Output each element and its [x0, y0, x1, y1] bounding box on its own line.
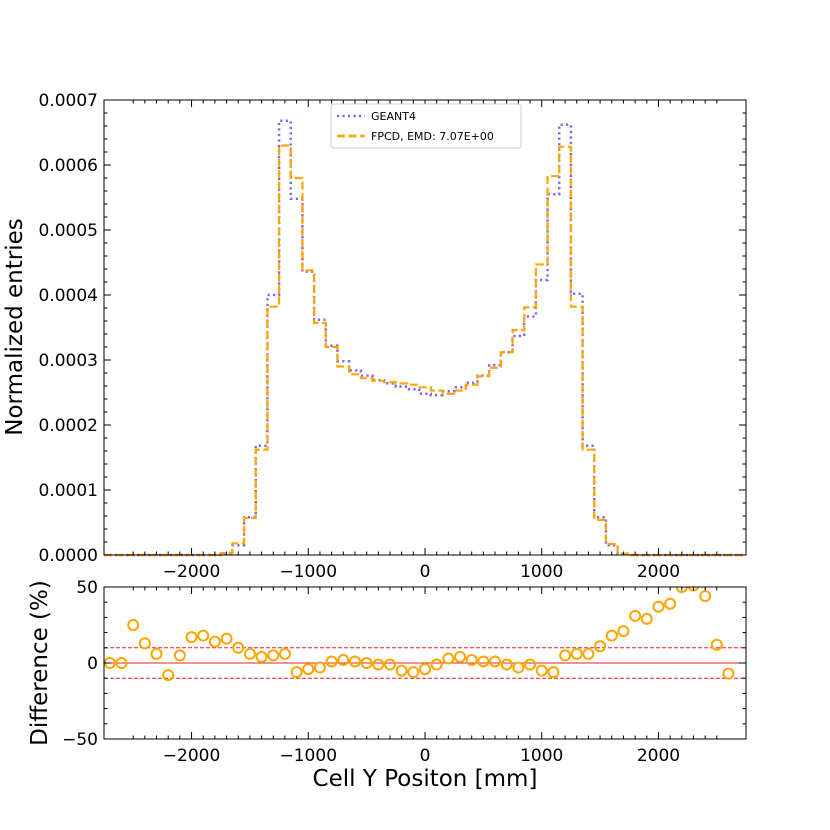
ratio-point — [407, 666, 420, 679]
ratio-point — [500, 658, 513, 671]
ratio-point — [559, 649, 572, 662]
x-axis-title: Cell Y Positon [mm] — [313, 766, 538, 792]
ratio-point — [570, 647, 583, 660]
ratio-point — [185, 631, 198, 644]
main-y-tick-label: 0.0007 — [39, 91, 98, 111]
ratio-point — [302, 663, 315, 676]
ratio-point — [477, 655, 490, 668]
ratio-point — [430, 658, 443, 671]
main-y-tick-label: 0.0006 — [39, 156, 98, 176]
ratio-point — [255, 650, 268, 663]
ratio-point — [710, 638, 723, 651]
ratio-point — [524, 658, 537, 671]
ratio-x-tick-label: 2000 — [637, 746, 680, 766]
legend-box — [330, 103, 522, 149]
ratio-y-tick-label: −50 — [62, 730, 98, 750]
ratio-point — [664, 597, 677, 610]
ratio-point — [640, 612, 653, 625]
main-y-axis-title: Normalized entries — [2, 218, 28, 435]
ratio-y-axis-title: Difference (%) — [27, 580, 53, 746]
ratio-point — [372, 658, 385, 671]
ratio-x-tick-label: 1000 — [520, 746, 563, 766]
ratio-point — [150, 647, 163, 660]
ratio-y-tick-label: 0 — [87, 654, 98, 674]
legend-label-fpcd: FPCD, EMD: 7.07E+00 — [371, 130, 494, 143]
ratio-point — [395, 664, 408, 677]
main-x-tick-label: 0 — [420, 562, 431, 582]
ratio-points — [104, 587, 735, 682]
ratio-point — [594, 640, 607, 653]
ratio-x-tick-label: 0 — [420, 746, 431, 766]
main-y-tick-label: 0.0002 — [39, 416, 98, 436]
main-y-tick-label: 0.0004 — [39, 286, 98, 306]
ratio-point — [465, 653, 478, 666]
ratio-point — [138, 637, 151, 650]
ratio-point — [208, 635, 221, 648]
ratio-point — [232, 641, 245, 654]
ratio-point — [722, 667, 735, 680]
ratio-point — [337, 653, 350, 666]
ratio-point — [313, 661, 326, 674]
ratio-point — [197, 629, 210, 642]
ratio-point — [348, 655, 361, 668]
ratio-point — [547, 666, 560, 679]
main-x-tick-label: 1000 — [520, 562, 563, 582]
main-x-tick-label: −1000 — [280, 562, 338, 582]
ratio-point — [512, 661, 525, 674]
main-x-tick-label: 2000 — [637, 562, 680, 582]
ratio-point — [419, 663, 431, 676]
ratio-point — [629, 609, 642, 622]
ratio-point — [582, 647, 595, 660]
legend: GEANT4 FPCD, EMD: 7.07E+00 — [330, 103, 522, 149]
ratio-point — [162, 669, 175, 682]
ratio-point — [267, 649, 280, 662]
ratio-point — [243, 647, 256, 660]
ratio-point — [115, 657, 128, 669]
ratio-point — [699, 590, 712, 603]
ratio-point — [290, 666, 303, 679]
ratio-x-tick-label: −1000 — [280, 746, 338, 766]
ratio-point — [220, 632, 233, 645]
histogram-fpcd — [104, 144, 746, 557]
main-y-tick-label: 0.0005 — [39, 221, 98, 241]
legend-label-geant4: GEANT4 — [371, 110, 416, 123]
ratio-point — [617, 625, 630, 638]
main-plot: −2000 −1000 0 1000 2000 0.0000 0.0001 0.0002 0.0… — [39, 91, 747, 582]
ratio-y-tick-label: 50 — [76, 578, 98, 598]
main-x-tick-label: −2000 — [163, 562, 221, 582]
ratio-point — [383, 658, 396, 671]
main-y-tick-label: 0.0003 — [39, 351, 98, 371]
ratio-point — [127, 619, 140, 631]
ratio-point — [675, 587, 688, 593]
ratio-point — [454, 650, 467, 663]
main-y-tick-label: 0.0001 — [39, 481, 98, 501]
ratio-point — [325, 655, 338, 668]
ratio-point — [605, 629, 618, 642]
main-y-tick-label: 0.0000 — [39, 546, 98, 566]
ratio-point — [360, 657, 373, 669]
ratio-point — [278, 647, 291, 660]
main-frame — [103, 99, 747, 556]
ratio-point — [442, 652, 455, 665]
ratio-point — [652, 600, 665, 613]
ratio-point — [173, 649, 186, 662]
ratio-plot: −2000 −1000 0 1000 2000 −50 0 50 — [62, 578, 747, 766]
ratio-x-tick-label: −2000 — [163, 746, 221, 766]
histogram-geant4 — [104, 119, 746, 557]
ratio-point — [489, 655, 502, 668]
ratio-point — [535, 664, 548, 677]
